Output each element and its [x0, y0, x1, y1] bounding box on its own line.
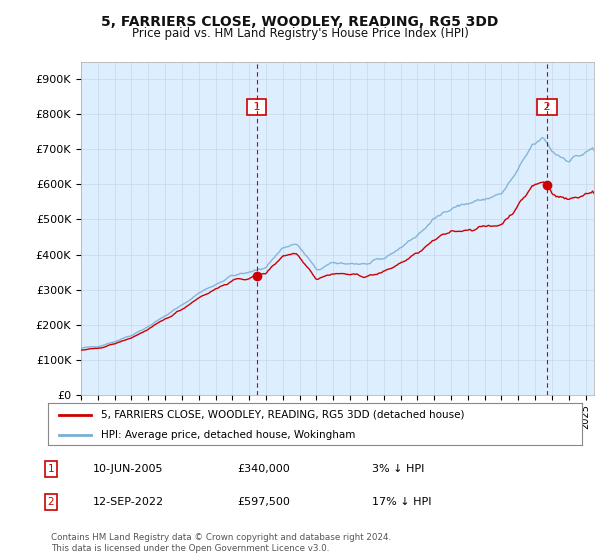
Text: 1: 1	[250, 102, 263, 112]
Text: £340,000: £340,000	[237, 464, 290, 474]
Text: 5, FARRIERS CLOSE, WOODLEY, READING, RG5 3DD: 5, FARRIERS CLOSE, WOODLEY, READING, RG5…	[101, 15, 499, 29]
Text: 2: 2	[47, 497, 55, 507]
Text: 2: 2	[540, 102, 554, 112]
Text: 12-SEP-2022: 12-SEP-2022	[93, 497, 164, 507]
Text: 1: 1	[47, 464, 55, 474]
Text: Price paid vs. HM Land Registry's House Price Index (HPI): Price paid vs. HM Land Registry's House …	[131, 27, 469, 40]
Text: Contains HM Land Registry data © Crown copyright and database right 2024.
This d: Contains HM Land Registry data © Crown c…	[51, 533, 391, 553]
Text: £597,500: £597,500	[237, 497, 290, 507]
Text: 5, FARRIERS CLOSE, WOODLEY, READING, RG5 3DD (detached house): 5, FARRIERS CLOSE, WOODLEY, READING, RG5…	[101, 409, 465, 419]
Text: HPI: Average price, detached house, Wokingham: HPI: Average price, detached house, Woki…	[101, 430, 356, 440]
Text: 3% ↓ HPI: 3% ↓ HPI	[372, 464, 424, 474]
Text: 10-JUN-2005: 10-JUN-2005	[93, 464, 163, 474]
Text: 17% ↓ HPI: 17% ↓ HPI	[372, 497, 431, 507]
